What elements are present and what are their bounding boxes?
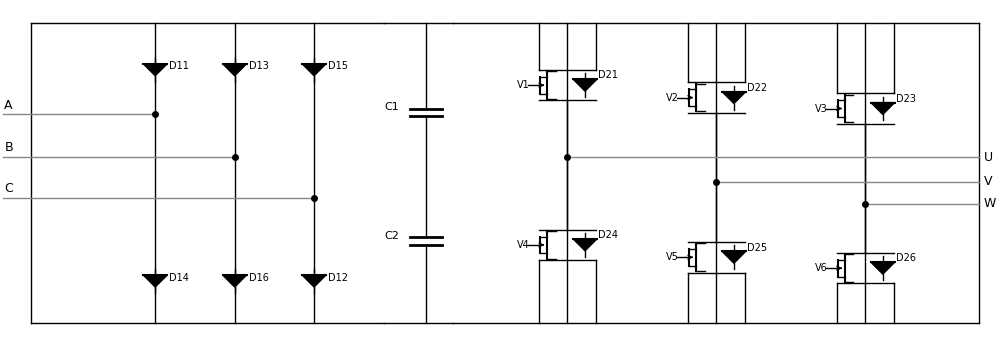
Text: D11: D11 [169, 61, 189, 71]
Text: C1: C1 [385, 103, 399, 113]
Polygon shape [722, 92, 746, 104]
Polygon shape [573, 79, 597, 91]
Polygon shape [223, 275, 247, 287]
Text: D12: D12 [328, 273, 348, 282]
Polygon shape [573, 239, 597, 251]
Polygon shape [871, 103, 895, 115]
Polygon shape [143, 275, 167, 287]
Text: D21: D21 [598, 70, 618, 80]
Text: C2: C2 [385, 232, 399, 241]
Text: V: V [984, 175, 993, 188]
Text: W: W [984, 197, 996, 210]
Text: D16: D16 [249, 273, 268, 282]
Text: V1: V1 [517, 80, 529, 90]
Polygon shape [302, 275, 326, 287]
Text: U: U [984, 150, 993, 163]
Polygon shape [302, 64, 326, 76]
Text: D22: D22 [747, 83, 767, 93]
Polygon shape [223, 64, 247, 76]
Text: D26: D26 [896, 253, 916, 263]
Text: V3: V3 [815, 104, 827, 114]
Text: V4: V4 [517, 240, 529, 250]
Text: C: C [4, 182, 13, 195]
Text: A: A [4, 98, 13, 111]
Text: D25: D25 [747, 242, 767, 252]
Text: D23: D23 [896, 94, 916, 104]
Text: V5: V5 [666, 252, 679, 262]
Polygon shape [871, 262, 895, 274]
Text: D24: D24 [598, 230, 618, 240]
Text: D14: D14 [169, 273, 189, 282]
Text: D15: D15 [328, 61, 348, 71]
Text: B: B [4, 141, 13, 154]
Polygon shape [722, 251, 746, 263]
Text: D13: D13 [249, 61, 268, 71]
Text: V6: V6 [815, 263, 827, 273]
Polygon shape [143, 64, 167, 76]
Text: V2: V2 [666, 93, 679, 103]
